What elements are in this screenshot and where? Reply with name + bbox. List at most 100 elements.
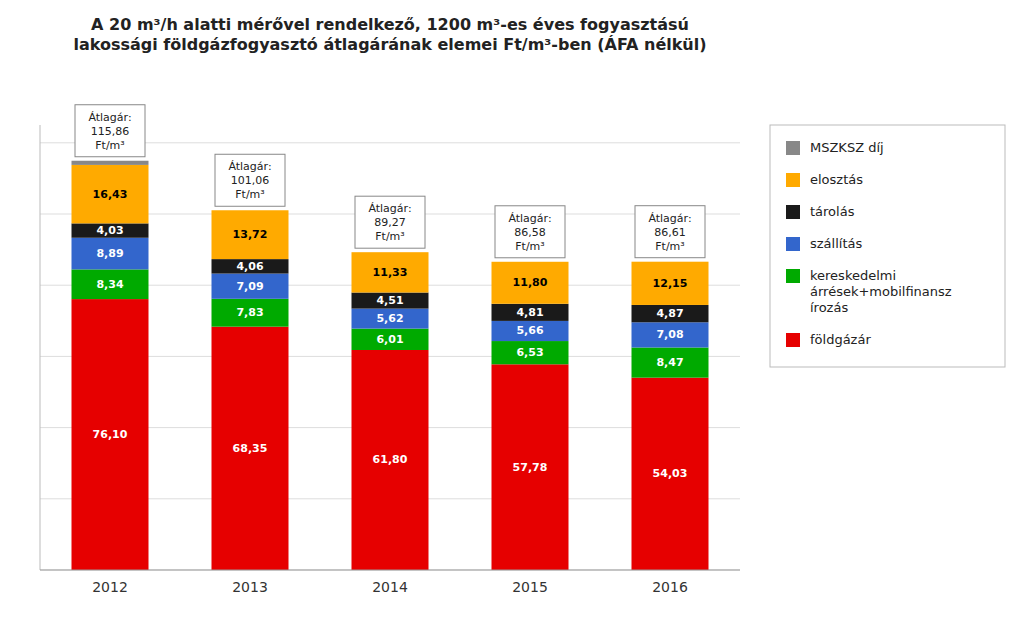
text-line: Átlagár: xyxy=(228,160,271,173)
data-label: 68,35 xyxy=(233,442,268,455)
bar-segment xyxy=(72,299,149,570)
x-tick-label: 2015 xyxy=(512,579,548,595)
data-label: 8,47 xyxy=(656,356,683,369)
data-label: 8,34 xyxy=(96,278,123,291)
legend-swatch xyxy=(786,333,800,347)
text-line: Ft/m³ xyxy=(235,188,264,201)
bar-segment xyxy=(632,261,709,262)
bar-segment xyxy=(352,252,429,292)
data-label: 4,06 xyxy=(236,260,263,273)
text-line: Ft/m³ xyxy=(375,230,404,243)
data-label: 7,08 xyxy=(656,328,683,341)
bar-segment xyxy=(212,210,289,211)
text-line: 101,06 xyxy=(231,174,270,187)
text-line: 115,86 xyxy=(91,125,130,138)
bar-segment xyxy=(632,305,709,322)
data-label: 57,78 xyxy=(513,461,548,474)
bar-segment xyxy=(212,274,289,299)
bar-segment xyxy=(72,269,149,299)
text-line: elosztás xyxy=(810,172,863,187)
bar-segment xyxy=(212,299,289,327)
x-tick-label: 2014 xyxy=(372,579,408,595)
text-line: Átlagár: xyxy=(88,111,131,124)
legend: MSZKSZ díj elosztás tárolás szállítás keresk… xyxy=(770,125,1005,367)
bar-segment xyxy=(632,322,709,347)
annotation-box xyxy=(635,206,705,258)
bar-segment xyxy=(212,327,289,570)
data-label: 12,15 xyxy=(653,277,688,290)
legend-box xyxy=(770,125,1005,367)
legend-label: elosztás xyxy=(810,172,863,187)
data-label: 13,72 xyxy=(233,228,268,241)
text-line: A 20 m³/h alatti mérővel rendelkező, 120… xyxy=(91,15,689,34)
annotation-box xyxy=(495,206,565,258)
legend-label: tárolás xyxy=(810,204,855,219)
x-tick-label: 2016 xyxy=(652,579,688,595)
legend-swatch xyxy=(786,237,800,251)
annotation-box xyxy=(75,105,145,157)
text-line: 86,58 xyxy=(514,226,546,239)
grid-line xyxy=(40,570,740,571)
bar-segment xyxy=(632,262,709,305)
text-line: 86,61 xyxy=(654,226,686,239)
data-label: 16,43 xyxy=(93,188,128,201)
annotation: Átlagár:101,06Ft/m³ xyxy=(228,160,271,201)
data-label: 7,09 xyxy=(236,280,263,293)
legend-label: földgázár xyxy=(810,332,871,347)
data-label: 4,81 xyxy=(516,306,543,319)
annotation: Átlagár:86,61Ft/m³ xyxy=(648,212,691,253)
annotation-box xyxy=(355,196,425,248)
legend-label: MSZKSZ díj xyxy=(810,140,884,155)
text-line: Ft/m³ xyxy=(515,240,544,253)
data-label: 4,51 xyxy=(376,294,403,307)
data-label: 5,66 xyxy=(516,324,543,337)
bar-segment xyxy=(632,348,709,378)
annotation: Átlagár:86,58Ft/m³ xyxy=(508,212,551,253)
legend-swatch xyxy=(786,173,800,187)
x-axis-line xyxy=(40,570,740,571)
text-line: kereskedelmi xyxy=(810,268,896,283)
data-label: 5,62 xyxy=(376,312,403,325)
text-line: írozás xyxy=(810,300,848,315)
text-line: földgázár xyxy=(810,332,871,347)
bars xyxy=(72,161,709,570)
legend-swatch xyxy=(786,141,800,155)
legend-label: kereskedelmiárrések+mobilfinanszírozás xyxy=(810,268,952,315)
legend-label: szállítás xyxy=(810,236,862,251)
title: A 20 m³/h alatti mérővel rendelkező, 120… xyxy=(73,15,706,54)
bar-segment xyxy=(212,210,289,259)
bar-segment xyxy=(492,304,569,321)
annotation: Átlagár:89,27Ft/m³ xyxy=(368,202,411,243)
legend-swatch xyxy=(786,205,800,219)
bar-segment xyxy=(352,329,429,350)
text-line: Ft/m³ xyxy=(95,139,124,152)
y-axis-line xyxy=(40,125,41,570)
bar-segment xyxy=(352,252,429,253)
data-label: 76,10 xyxy=(93,428,128,441)
bar-segment xyxy=(492,341,569,364)
bar-segment xyxy=(352,293,429,309)
text-line: Átlagár: xyxy=(368,202,411,215)
text-line: lakossági földgázfogyasztó átlagárának e… xyxy=(73,35,706,54)
data-label: 61,80 xyxy=(373,453,408,466)
bar-segment xyxy=(492,261,569,262)
text-line: Ft/m³ xyxy=(655,240,684,253)
annotation: Átlagár:115,86Ft/m³ xyxy=(88,111,131,152)
text-line: tárolás xyxy=(810,204,855,219)
text-line: Átlagár: xyxy=(648,212,691,225)
data-label: 54,03 xyxy=(653,467,688,480)
x-tick-label: 2012 xyxy=(92,579,128,595)
text-line: szállítás xyxy=(810,236,862,251)
bar-segment xyxy=(492,321,569,341)
data-labels: 76,1068,3561,8057,7854,038,347,836,016,5… xyxy=(93,188,688,481)
bar-segment xyxy=(492,262,569,304)
legend-swatch xyxy=(786,269,800,283)
bar-segment xyxy=(492,364,569,570)
bar-segment xyxy=(72,165,149,223)
data-label: 4,87 xyxy=(656,307,683,320)
text-line: Átlagár: xyxy=(508,212,551,225)
text-line: MSZKSZ díj xyxy=(810,140,884,155)
data-label: 4,03 xyxy=(96,224,123,237)
data-label: 11,80 xyxy=(513,276,548,289)
x-tick-label: 2013 xyxy=(232,579,268,595)
